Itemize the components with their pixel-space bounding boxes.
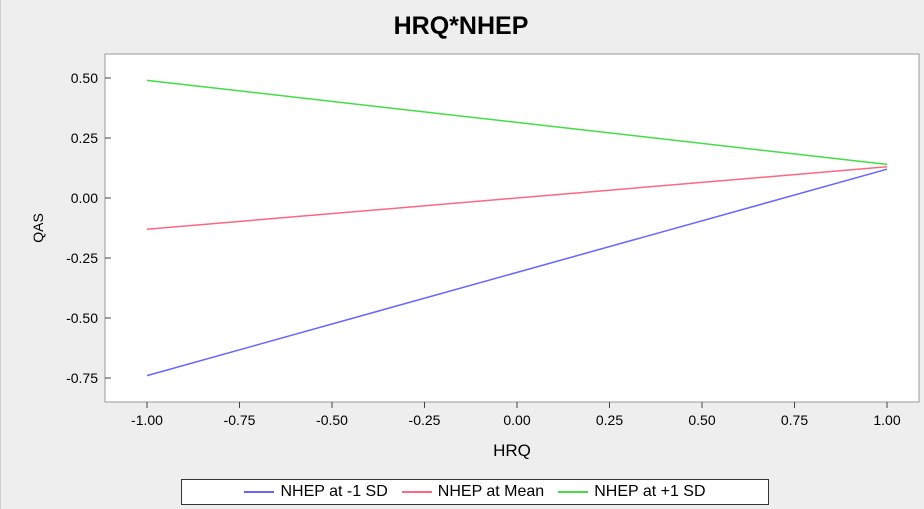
y-tick-label: -0.50 bbox=[66, 310, 98, 326]
y-tick-label: 0.00 bbox=[71, 190, 98, 206]
legend-label-plus-sd: NHEP at +1 SD bbox=[594, 483, 706, 500]
x-axis-label: HRQ bbox=[493, 441, 531, 460]
y-tick-label: 0.25 bbox=[71, 130, 98, 146]
legend-item-minus-sd: NHEP at -1 SD bbox=[244, 483, 388, 501]
y-axis-label: QAS bbox=[30, 213, 46, 243]
legend-swatch-minus-sd bbox=[244, 491, 275, 493]
x-tick-label: -0.50 bbox=[316, 412, 348, 428]
legend-item-plus-sd: NHEP at +1 SD bbox=[558, 483, 706, 501]
x-tick-label: 0.50 bbox=[688, 412, 715, 428]
plot-area bbox=[104, 53, 920, 403]
y-tick-label: -0.25 bbox=[66, 250, 98, 266]
legend-swatch-plus-sd bbox=[558, 491, 589, 493]
x-tick-label: -0.75 bbox=[224, 412, 256, 428]
y-tick-label: 0.50 bbox=[71, 70, 98, 86]
legend-swatch-mean bbox=[401, 491, 432, 493]
legend: NHEP at -1 SD NHEP at Mean NHEP at +1 SD bbox=[181, 479, 769, 505]
x-tick-label: 0.00 bbox=[503, 412, 530, 428]
legend-label-mean: NHEP at Mean bbox=[437, 483, 545, 500]
x-tick-label: -1.00 bbox=[131, 412, 163, 428]
y-tick-label: -0.75 bbox=[66, 370, 98, 386]
series-line-plus-sd bbox=[146, 79, 888, 166]
x-tick-label: -0.25 bbox=[409, 412, 441, 428]
series-line-mean bbox=[146, 166, 888, 230]
legend-item-mean: NHEP at Mean bbox=[401, 483, 545, 501]
series-lines bbox=[146, 79, 888, 377]
x-tick-label: 0.75 bbox=[781, 412, 808, 428]
legend-label-minus-sd: NHEP at -1 SD bbox=[280, 483, 388, 500]
chart-title: HRQ*NHEP bbox=[393, 12, 529, 40]
series-line-minus-sd bbox=[146, 168, 888, 377]
x-tick-label: 0.25 bbox=[596, 412, 623, 428]
x-tick-label: 1.00 bbox=[873, 412, 900, 428]
axes: 0.50 0.25 0.00 -0.25 -0.50 -0.75 -1.00 -0.75 -0.… bbox=[66, 70, 901, 428]
